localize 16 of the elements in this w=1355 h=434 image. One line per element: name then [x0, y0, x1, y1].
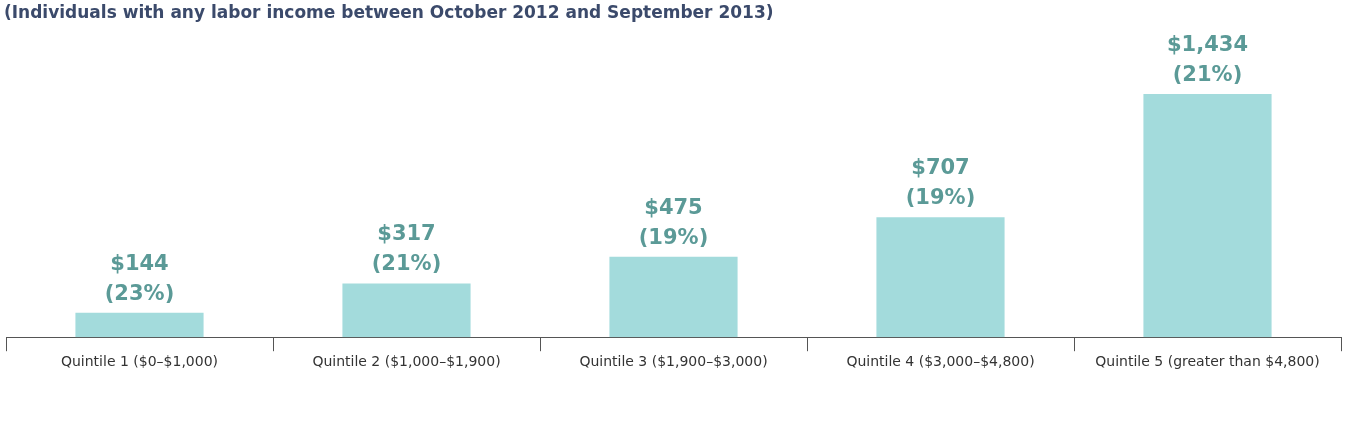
- bar: [876, 217, 1005, 338]
- data-label: $1,434 (21%): [1166, 31, 1249, 86]
- x-tick-label: Quintile 4 ($3,000–$4,800): [846, 353, 1035, 370]
- bar: [1143, 94, 1272, 338]
- data-label: $707 (19%): [905, 155, 976, 210]
- data-label: $317 (21%): [371, 221, 442, 276]
- x-tick-label: Quintile 5 (greater than $4,800): [1095, 353, 1320, 370]
- data-label: $144 (23%): [104, 250, 175, 305]
- data-label: $475 (19%): [638, 194, 709, 249]
- bar: [75, 312, 204, 338]
- bar: [609, 256, 738, 338]
- x-tick-label: Quintile 3 ($1,900–$3,000): [579, 353, 768, 370]
- bar: [342, 283, 471, 338]
- x-tick-label: Quintile 1 ($0–$1,000): [60, 353, 219, 370]
- chart-subtitle: (Individuals with any labor income between October 2012 and September 2013): [4, 2, 774, 22]
- x-tick-label: Quintile 2 ($1,000–$1,900): [312, 353, 501, 370]
